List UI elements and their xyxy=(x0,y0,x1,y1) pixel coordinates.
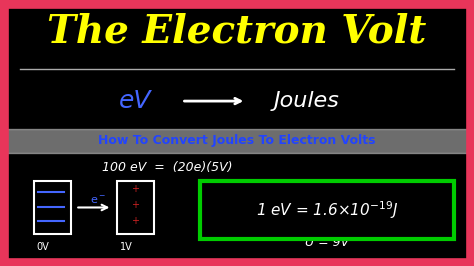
Text: +: + xyxy=(131,216,139,226)
Text: e$^-$: e$^-$ xyxy=(91,195,107,206)
Text: 100 eV  =  (20e)(5V): 100 eV = (20e)(5V) xyxy=(102,161,233,174)
Text: 1 eV = 1.6$\times$10$^{-19}$J: 1 eV = 1.6$\times$10$^{-19}$J xyxy=(256,199,398,221)
Text: 1V: 1V xyxy=(120,242,133,252)
Bar xyxy=(200,181,454,239)
Text: How To Convert Joules To Electron Volts: How To Convert Joules To Electron Volts xyxy=(98,135,376,147)
Text: 0V: 0V xyxy=(36,242,49,252)
Bar xyxy=(6,129,468,153)
Text: +: + xyxy=(131,184,139,194)
Text: U = 9V: U = 9V xyxy=(305,236,349,248)
Text: The Electron Volt: The Electron Volt xyxy=(47,13,427,51)
Bar xyxy=(34,181,71,234)
Text: Joules: Joules xyxy=(273,91,339,111)
Bar xyxy=(117,181,154,234)
Text: +: + xyxy=(131,200,139,210)
Text: eV: eV xyxy=(119,89,152,113)
